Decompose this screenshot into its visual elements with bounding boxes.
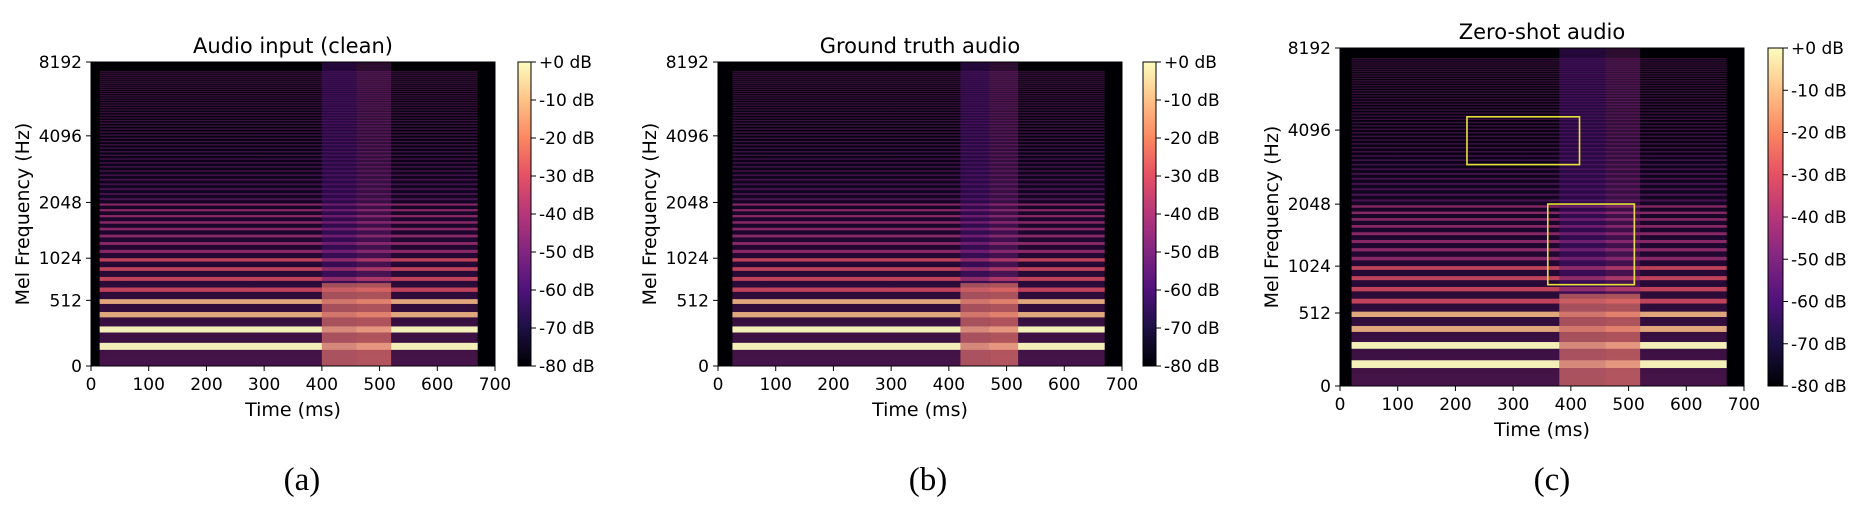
colorbar-tick-label: -10 dB: [1164, 91, 1220, 111]
y-tick-label: 2048: [1288, 195, 1331, 215]
x-tick-label: 700: [1728, 395, 1760, 415]
y-tick-label: 1024: [666, 249, 709, 269]
y-axis-label: Mel Frequency (Hz): [1261, 126, 1283, 309]
x-tick-label: 100: [759, 375, 791, 395]
panel-1: Audio input (clean) 0 100 200 300 400 500 600 70…: [12, 34, 595, 498]
x-tick-label: 400: [1555, 395, 1587, 415]
x-tick-label: 700: [1106, 375, 1138, 395]
x-tick-label: 600: [421, 375, 453, 395]
colorbar: [517, 61, 532, 367]
chart-title: Ground truth audio: [820, 34, 1021, 58]
colorbar-tick-label: -20 dB: [539, 129, 595, 149]
y-tick-label: 4096: [39, 127, 82, 147]
colorbar-tick-label: -10 dB: [539, 91, 595, 111]
y-tick-label: 8192: [39, 53, 82, 73]
x-tick-label: 200: [817, 375, 849, 395]
x-tick-label: 200: [1439, 395, 1471, 415]
y-axis-label: Mel Frequency (Hz): [639, 123, 661, 306]
x-tick-label: 100: [1381, 395, 1413, 415]
spectrogram: [91, 62, 495, 366]
spectrogram: [1340, 48, 1744, 386]
colorbar: [1767, 47, 1784, 387]
x-axis-label: Time (ms): [1493, 419, 1590, 441]
y-tick-label: 512: [50, 291, 82, 311]
y-tick-label: 1024: [1288, 257, 1331, 277]
panel-label: (a): [284, 462, 321, 498]
x-tick-label: 300: [875, 375, 907, 395]
colorbar-tick-label: -60 dB: [539, 281, 595, 301]
chart-title: Audio input (clean): [193, 34, 393, 58]
colorbar-tick-label: -80 dB: [1164, 357, 1220, 377]
x-axis-label: Time (ms): [244, 399, 341, 421]
x-tick-label: 500: [990, 375, 1022, 395]
colorbar: [1142, 61, 1157, 367]
colorbar-tick-label: -40 dB: [539, 205, 595, 225]
y-tick-label: 8192: [666, 53, 709, 73]
colorbar-tick-label: -70 dB: [1164, 319, 1220, 339]
x-tick-label: 100: [132, 375, 164, 395]
colorbar-tick-label: +0 dB: [1164, 53, 1217, 73]
y-axis-label: Mel Frequency (Hz): [12, 123, 34, 306]
colorbar-tick-label: -70 dB: [1791, 335, 1847, 355]
colorbar-tick-label: -30 dB: [1164, 167, 1220, 187]
panel-2: Ground truth audio 0 100 200 300 400 500 600 700…: [639, 34, 1220, 498]
x-tick-label: 500: [1612, 395, 1644, 415]
panel-3: Zero-shot audio 0 100 200 300 400 500 600 700 Tim…: [1261, 20, 1847, 498]
x-tick-label: 500: [363, 375, 395, 395]
y-tick-label: 2048: [39, 193, 82, 213]
highlight-box-2: [1546, 203, 1636, 286]
colorbar-tick-label: -80 dB: [539, 357, 595, 377]
y-tick-label: 4096: [1288, 121, 1331, 141]
y-tick-label: 0: [698, 357, 709, 377]
y-tick-label: 0: [1320, 377, 1331, 397]
x-tick-label: 300: [248, 375, 280, 395]
x-tick-label: 200: [190, 375, 222, 395]
colorbar-tick-label: -30 dB: [1791, 166, 1847, 186]
colorbar-tick-label: -20 dB: [1164, 129, 1220, 149]
y-tick-label: 0: [71, 357, 82, 377]
plot-frame: [90, 61, 496, 367]
colorbar-tick-label: -60 dB: [1164, 281, 1220, 301]
highlight-box-1: [1466, 116, 1581, 166]
colorbar-tick-label: -70 dB: [539, 319, 595, 339]
x-tick-label: 400: [306, 375, 338, 395]
colorbar-tick-label: +0 dB: [1791, 39, 1844, 59]
x-tick-label: 0: [713, 375, 724, 395]
colorbar-tick-label: -40 dB: [1791, 208, 1847, 228]
colorbar-tick-label: -20 dB: [1791, 124, 1847, 144]
panel-label: (c): [1534, 462, 1571, 498]
colorbar-tick-label: -30 dB: [539, 167, 595, 187]
y-tick-label: 8192: [1288, 39, 1331, 59]
plot-frame: [717, 61, 1123, 367]
x-axis-label: Time (ms): [871, 399, 968, 421]
colorbar-tick-label: +0 dB: [539, 53, 592, 73]
colorbar-tick-label: -40 dB: [1164, 205, 1220, 225]
x-tick-label: 700: [479, 375, 511, 395]
x-tick-label: 600: [1670, 395, 1702, 415]
colorbar-tick-label: -10 dB: [1791, 81, 1847, 101]
colorbar-tick-label: -60 dB: [1791, 293, 1847, 313]
plot-frame: [1339, 47, 1745, 387]
colorbar-tick-label: -80 dB: [1791, 377, 1847, 397]
x-tick-label: 600: [1048, 375, 1080, 395]
y-tick-label: 1024: [39, 249, 82, 269]
y-tick-label: 512: [677, 291, 709, 311]
x-tick-label: 0: [1335, 395, 1346, 415]
colorbar-tick-label: -50 dB: [1164, 243, 1220, 263]
x-tick-label: 300: [1497, 395, 1529, 415]
colorbar-tick-label: -50 dB: [1791, 250, 1847, 270]
panel-label: (b): [909, 462, 947, 498]
y-tick-label: 4096: [666, 127, 709, 147]
chart-title: Zero-shot audio: [1459, 20, 1626, 44]
spectrogram: [718, 62, 1122, 366]
y-tick-label: 512: [1299, 304, 1331, 324]
y-tick-label: 2048: [666, 193, 709, 213]
x-tick-label: 0: [86, 375, 97, 395]
colorbar-tick-label: -50 dB: [539, 243, 595, 263]
x-tick-label: 400: [933, 375, 965, 395]
